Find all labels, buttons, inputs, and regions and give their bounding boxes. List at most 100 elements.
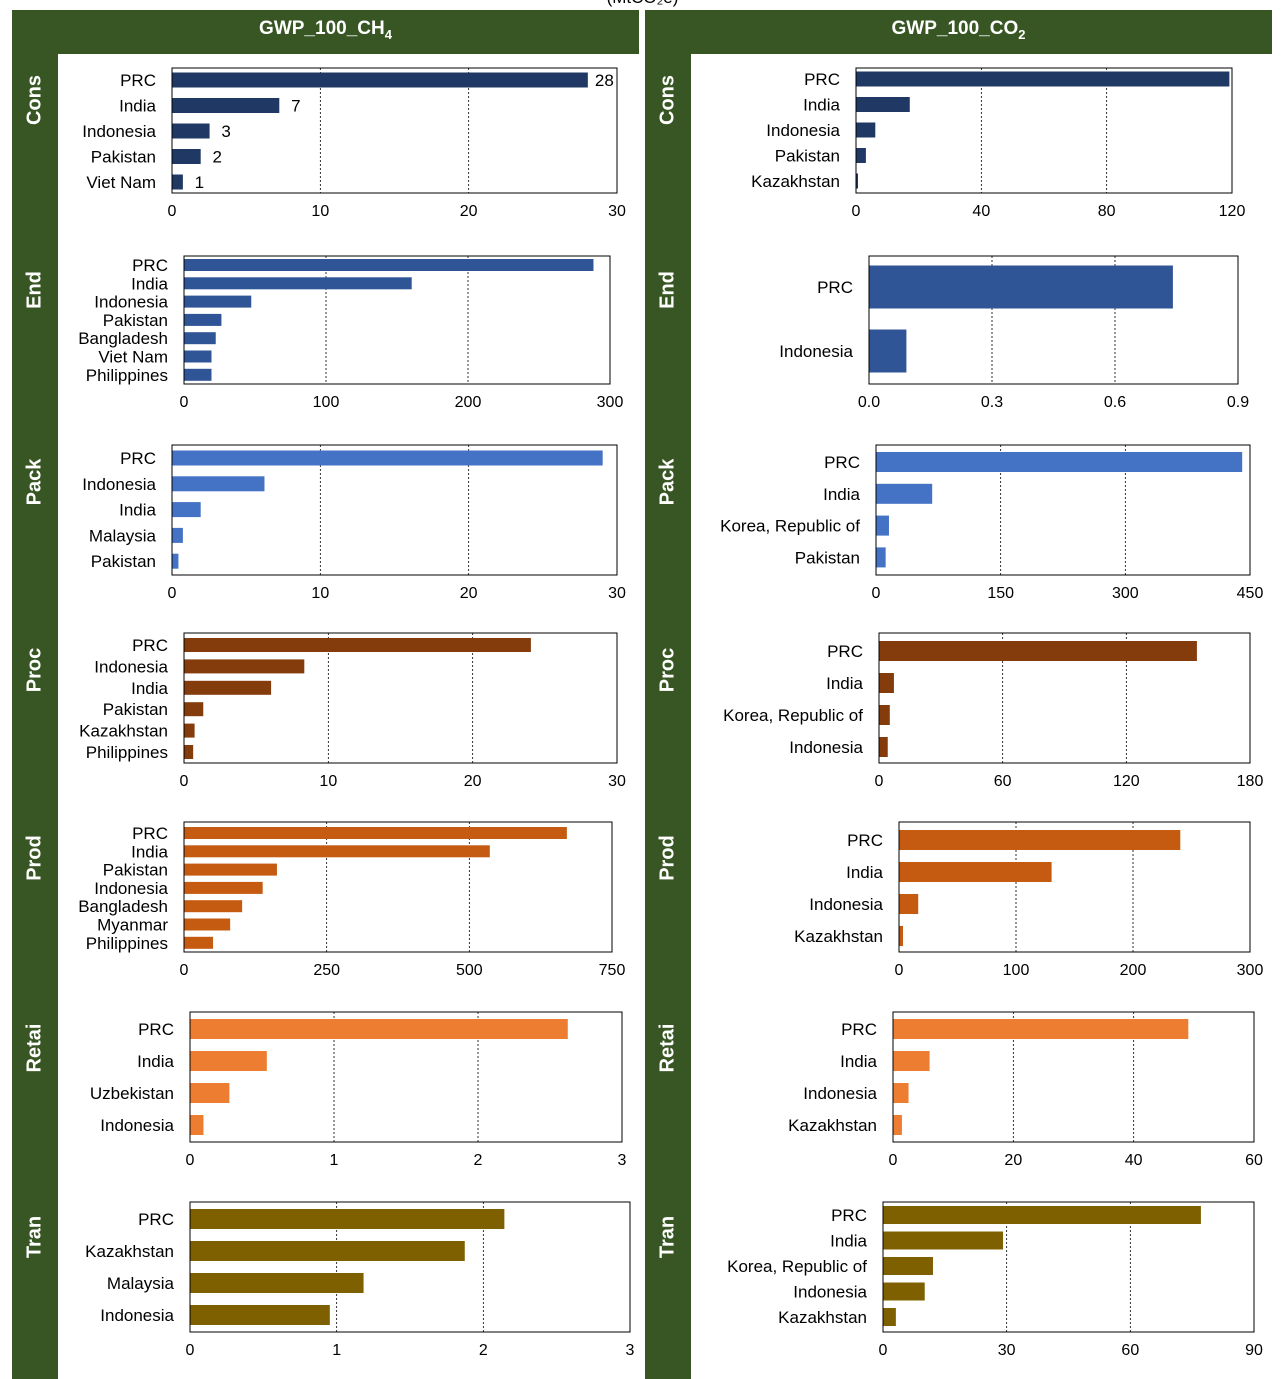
bar (893, 1051, 930, 1071)
x-tick-label: 120 (1219, 203, 1246, 220)
category-label: India (131, 679, 168, 698)
category-label: Indonesia (94, 293, 168, 312)
category-label: PRC (817, 278, 853, 297)
x-tick-label: 60 (1245, 1152, 1263, 1169)
category-label: Korea, Republic of (723, 706, 863, 725)
category-label: PRC (132, 824, 168, 843)
bar (172, 149, 201, 164)
bar (184, 368, 212, 381)
category-label: Uzbekistan (90, 1084, 174, 1103)
category-label: Pakistan (103, 700, 168, 719)
x-tick-label: 20 (460, 203, 478, 220)
category-label: Pakistan (91, 148, 156, 167)
category-label: India (119, 501, 156, 520)
category-label: India (131, 274, 168, 293)
category-label: Kazakhstan (794, 927, 883, 946)
category-label: India (840, 1052, 877, 1071)
bar (184, 277, 412, 290)
chart-pack-co2: 0 150 300 450 PRC India Korea, Republic of Paki… (720, 444, 1263, 602)
category-label: PRC (824, 453, 860, 472)
bar (184, 881, 263, 894)
data-label: 28 (595, 71, 614, 90)
bar (876, 483, 933, 504)
category-label: PRC (804, 70, 840, 89)
category-label: Pakistan (795, 548, 860, 567)
chart-tran-ch4: 0 1 2 3 PRC Kazakhstan Malaysia Indonesia (85, 1201, 635, 1359)
bar (190, 1273, 364, 1293)
category-label: PRC (132, 636, 168, 655)
category-label: Indonesia (766, 121, 840, 140)
category-label: Viet Nam (86, 173, 156, 192)
category-label: Philippines (86, 934, 168, 953)
x-tick-label: 10 (319, 773, 337, 790)
category-label: Philippines (86, 366, 168, 385)
chart-cons-ch4: 0 10 20 30 PRC 28 India 7 Indonesia 3 Pakistan 2 Vie… (82, 67, 626, 220)
category-label: PRC (120, 71, 156, 90)
x-tick-label: 0 (875, 773, 884, 790)
x-tick-label: 300 (1237, 962, 1264, 979)
x-tick-label: 30 (608, 585, 626, 602)
bar (172, 123, 210, 139)
bar (184, 259, 594, 271)
plot-area (183, 632, 618, 764)
bar (879, 705, 890, 725)
data-label: 7 (291, 97, 300, 116)
bar (184, 702, 204, 717)
row-label-tran-ch4: Tran (23, 1216, 45, 1258)
bar (879, 641, 1197, 661)
x-tick-label: 2 (474, 1152, 483, 1169)
category-label: PRC (841, 1020, 877, 1039)
category-label: Myanmar (97, 916, 168, 935)
category-label: Kazakhstan (79, 722, 168, 741)
bar (184, 863, 277, 876)
data-label: 1 (195, 173, 204, 192)
row-label-tran-co2: Tran (656, 1216, 678, 1258)
x-tick-label: 2 (479, 1342, 488, 1359)
x-tick-label: 120 (1113, 773, 1140, 790)
chart-proc-ch4: 0 10 20 30 PRC Indonesia India Pakistan Kazakhst… (79, 632, 626, 790)
category-label: Indonesia (809, 895, 883, 914)
category-label: India (830, 1232, 867, 1251)
x-tick-label: 3 (618, 1152, 627, 1169)
chart-pack-ch4: 0 10 20 30 PRC Indonesia India Malaysia Pakistan (82, 444, 626, 602)
x-tick-label: 80 (1098, 203, 1116, 220)
bar (883, 1308, 896, 1326)
bar (879, 673, 894, 693)
bar (172, 174, 183, 190)
x-tick-label: 1 (332, 1342, 341, 1359)
category-label: Pakistan (91, 552, 156, 571)
bar (184, 936, 214, 949)
category-label: Pakistan (775, 147, 840, 166)
row-label-prod-ch4: Prod (23, 835, 45, 881)
category-label: Bangladesh (78, 897, 168, 916)
row-label-end-co2: End (656, 271, 678, 309)
bar (184, 723, 195, 738)
bar (856, 173, 858, 189)
bar (184, 295, 252, 308)
x-tick-label: 1 (330, 1152, 339, 1169)
bar (899, 862, 1052, 882)
bar (184, 827, 567, 839)
category-label: PRC (120, 449, 156, 468)
x-tick-label: 40 (972, 203, 990, 220)
x-tick-label: 0 (186, 1152, 195, 1169)
bar (893, 1115, 902, 1135)
category-label: Indonesia (100, 1306, 174, 1325)
x-tick-label: 0 (180, 394, 189, 411)
x-tick-label: 0.0 (858, 394, 880, 411)
category-label: PRC (138, 1020, 174, 1039)
bar (172, 527, 183, 543)
bar (899, 926, 904, 946)
chart-retai-co2: 0 20 40 60 PRC India Indonesia Kazakhstan (788, 1011, 1263, 1169)
category-label: Indonesia (82, 122, 156, 141)
x-tick-label: 10 (311, 203, 329, 220)
bar (190, 1305, 330, 1325)
category-label: India (846, 863, 883, 882)
row-label-retai-co2: Retai (656, 1024, 678, 1073)
plot-area (855, 67, 1233, 194)
bar (190, 1209, 505, 1229)
x-tick-label: 0 (872, 585, 881, 602)
bar (184, 332, 216, 345)
category-label: Indonesia (94, 657, 168, 676)
bar (856, 148, 866, 163)
